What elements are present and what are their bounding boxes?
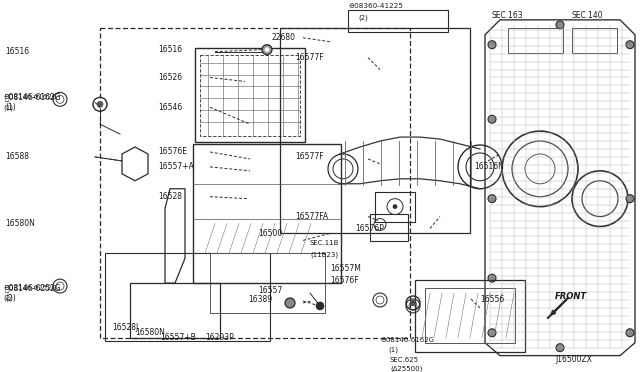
- Text: SEC.625: SEC.625: [390, 357, 419, 363]
- Circle shape: [488, 274, 496, 282]
- Text: 16516: 16516: [158, 45, 182, 54]
- Circle shape: [488, 115, 496, 123]
- Text: 16557+B: 16557+B: [160, 333, 196, 342]
- Text: (1): (1): [5, 103, 16, 112]
- Text: 16577FA: 16577FA: [295, 212, 328, 221]
- Text: ⊖08146-6162G: ⊖08146-6162G: [380, 337, 434, 343]
- Text: 16557+A: 16557+A: [158, 163, 194, 171]
- Text: 16500: 16500: [258, 229, 282, 238]
- Text: (2): (2): [5, 294, 16, 302]
- Text: 16546: 16546: [158, 103, 182, 112]
- Text: 16516: 16516: [5, 47, 29, 56]
- Text: 16580N: 16580N: [135, 328, 165, 337]
- Text: 16293P: 16293P: [205, 333, 234, 342]
- Circle shape: [556, 344, 564, 352]
- Circle shape: [316, 302, 324, 310]
- Bar: [200, 55, 300, 136]
- Bar: [508, 28, 563, 53]
- Circle shape: [97, 101, 103, 107]
- Circle shape: [285, 298, 295, 308]
- Text: SEC.163: SEC.163: [492, 12, 524, 20]
- Circle shape: [488, 329, 496, 337]
- Circle shape: [626, 41, 634, 49]
- Text: 16580N: 16580N: [5, 219, 35, 228]
- Circle shape: [262, 45, 272, 55]
- Bar: [415, 280, 525, 352]
- Text: 08146-6162G: 08146-6162G: [5, 93, 61, 102]
- Circle shape: [488, 195, 496, 203]
- Text: FRONT: FRONT: [555, 292, 587, 301]
- Text: 16528: 16528: [158, 192, 182, 201]
- Bar: [280, 28, 470, 234]
- Bar: [100, 28, 410, 338]
- Bar: [370, 214, 408, 241]
- Text: SEC.140: SEC.140: [572, 12, 604, 20]
- Text: 16516N: 16516N: [474, 163, 504, 171]
- Bar: [193, 144, 341, 283]
- Circle shape: [265, 48, 269, 52]
- Circle shape: [556, 21, 564, 29]
- Text: (1): (1): [3, 104, 13, 110]
- Bar: [195, 48, 305, 142]
- Text: 08146-6252G: 08146-6252G: [5, 283, 61, 292]
- Text: (11B23): (11B23): [310, 251, 338, 257]
- Text: J16500ZX: J16500ZX: [555, 355, 592, 364]
- Bar: [105, 253, 270, 341]
- Text: SEC.11B: SEC.11B: [310, 240, 339, 246]
- Text: 16557M: 16557M: [330, 264, 361, 273]
- Circle shape: [393, 205, 397, 209]
- Text: 16556: 16556: [480, 295, 504, 305]
- Text: (2): (2): [358, 15, 368, 21]
- Text: (1): (1): [388, 346, 398, 353]
- Text: 16557: 16557: [258, 286, 282, 295]
- Circle shape: [488, 41, 496, 49]
- Text: 16577F: 16577F: [295, 153, 324, 161]
- Circle shape: [410, 300, 416, 306]
- Text: 16389: 16389: [248, 295, 272, 305]
- Bar: [425, 288, 515, 343]
- Text: 16576P: 16576P: [355, 224, 384, 233]
- Bar: [572, 28, 617, 53]
- Text: (Δ25500): (Δ25500): [390, 365, 422, 372]
- Bar: [375, 192, 415, 221]
- Text: 16588: 16588: [5, 153, 29, 161]
- Text: (2): (2): [3, 295, 13, 301]
- Text: ⊖08146-6162G: ⊖08146-6162G: [3, 94, 57, 100]
- Circle shape: [626, 195, 634, 203]
- Text: ⊖08146-6252G: ⊖08146-6252G: [3, 285, 57, 291]
- Bar: [130, 283, 220, 338]
- Text: 16528J: 16528J: [112, 323, 138, 332]
- Text: 22680: 22680: [272, 33, 296, 42]
- Bar: [210, 253, 325, 313]
- Text: 16526: 16526: [158, 73, 182, 82]
- Bar: [348, 10, 448, 32]
- Circle shape: [626, 329, 634, 337]
- Text: 16577F: 16577F: [295, 53, 324, 62]
- Text: 16576E: 16576E: [158, 147, 187, 157]
- Text: 16576F: 16576F: [330, 276, 358, 285]
- Text: ⊖08360-41225: ⊖08360-41225: [348, 3, 403, 9]
